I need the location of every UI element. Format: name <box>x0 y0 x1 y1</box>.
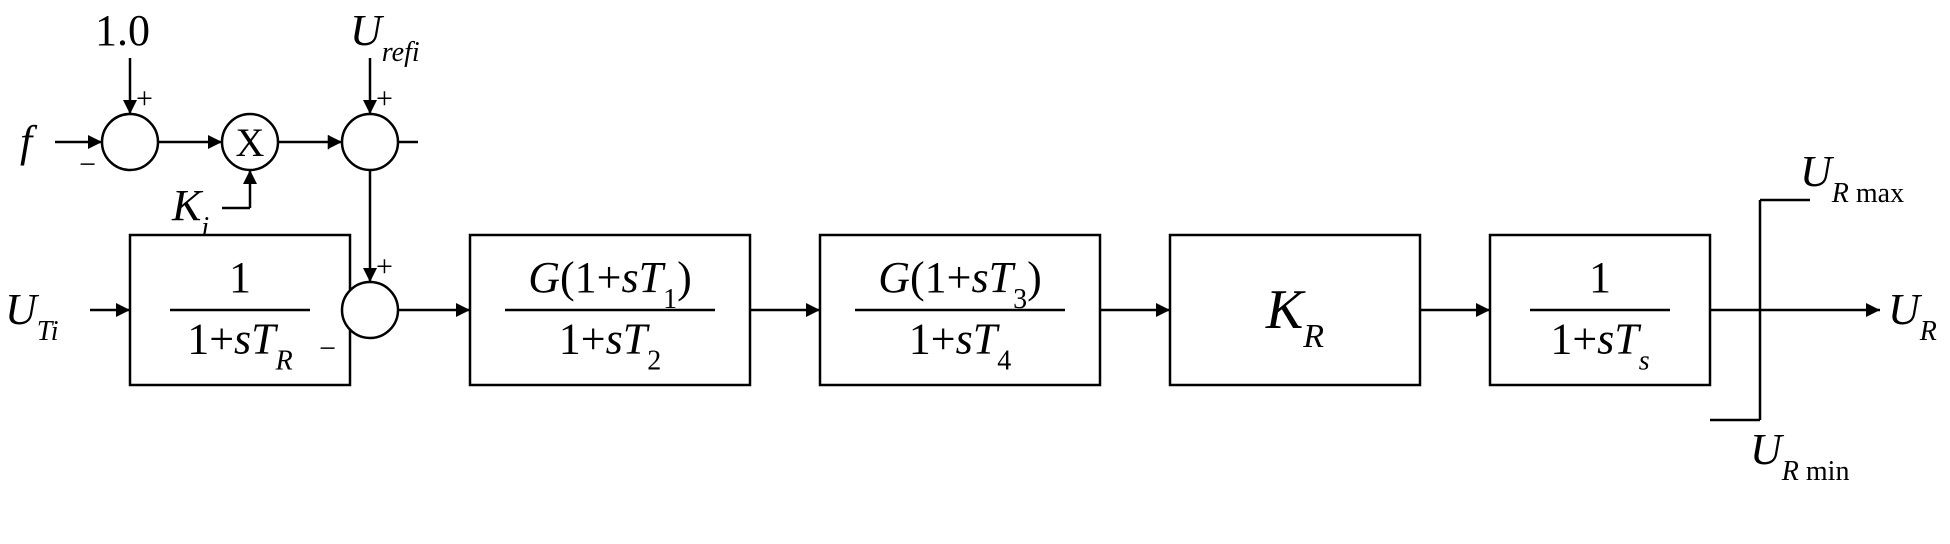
svg-text:+: + <box>136 82 153 115</box>
block-diagram: f1.0+−XUrefi++UTi11+sTRKi+−G(1+sT1)1+sT2… <box>0 0 1950 544</box>
label-ur: UR <box>1888 285 1937 347</box>
svg-text:+: + <box>320 126 337 159</box>
svg-text:1: 1 <box>229 253 251 302</box>
label-one: 1.0 <box>95 6 150 55</box>
label-ki: Ki <box>171 181 209 243</box>
label-uti: UTi <box>5 285 59 347</box>
mult-glyph: X <box>236 120 265 165</box>
label-urmax: UR max <box>1800 147 1904 209</box>
svg-text:+: + <box>376 82 393 115</box>
svg-text:+: + <box>376 250 393 283</box>
svg-text:1: 1 <box>1589 253 1611 302</box>
svg-text:−: − <box>319 332 336 365</box>
svg-text:−: − <box>79 148 96 181</box>
label-urmin: UR min <box>1750 425 1849 487</box>
label-urefi: Urefi <box>350 6 420 68</box>
label-f: f <box>20 117 38 166</box>
